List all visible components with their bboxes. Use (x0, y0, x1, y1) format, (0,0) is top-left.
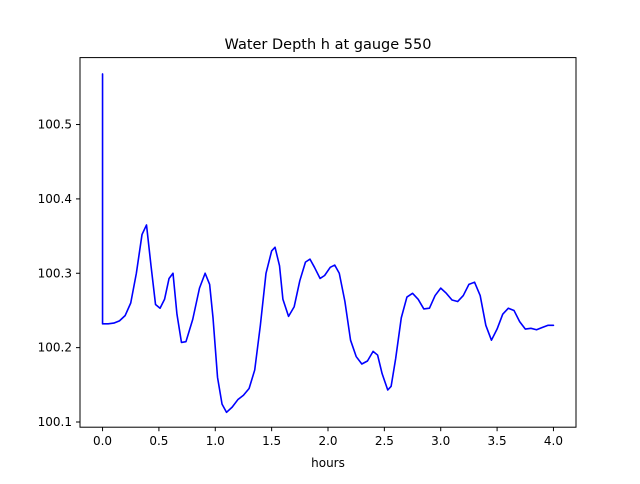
series-line-0 (101, 73, 555, 414)
x-tick-label: 0.5 (149, 434, 168, 448)
axes-frame (79, 57, 577, 428)
plot-area (101, 73, 555, 414)
y-tick-label: 100.5 (38, 118, 72, 132)
x-tick-label: 2.0 (318, 434, 337, 448)
x-tick-label: 0.0 (93, 434, 112, 448)
x-tick-label: 1.0 (206, 434, 225, 448)
x-tick-label: 1.5 (262, 434, 281, 448)
y-tick-label: 100.1 (38, 415, 72, 429)
x-tick-label: 4.0 (544, 434, 563, 448)
y-tick-label: 100.3 (38, 266, 72, 280)
y-tick-label: 100.4 (38, 192, 72, 206)
y-axis-ticks: 100.1 100.2 100.3 100.4 100.5 (38, 118, 80, 429)
chart-title: Water Depth h at gauge 550 (225, 37, 432, 53)
x-tick-label: 3.5 (488, 434, 507, 448)
x-axis-ticks: 0.0 0.5 1.0 1.5 2.0 2.5 3.0 3.5 4.0 (93, 427, 563, 448)
x-axis-label: hours (311, 456, 345, 470)
y-tick-label: 100.2 (38, 341, 72, 355)
x-tick-label: 2.5 (375, 434, 394, 448)
x-tick-label: 3.0 (431, 434, 450, 448)
